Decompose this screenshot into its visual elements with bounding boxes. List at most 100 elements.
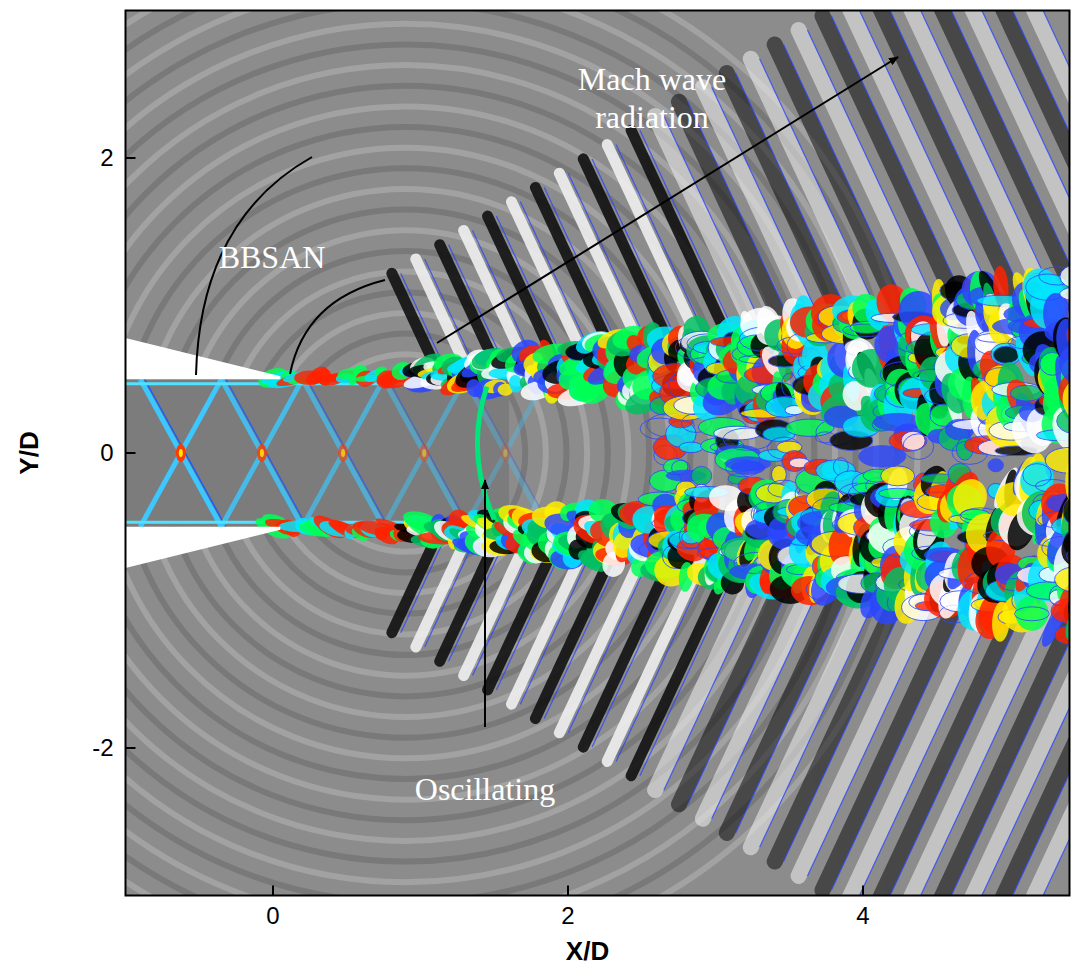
shock-line bbox=[465, 379, 546, 527]
shock-node-core bbox=[341, 449, 345, 457]
shock-contour bbox=[226, 379, 307, 527]
arrow bbox=[437, 57, 898, 343]
mixing-blob bbox=[691, 466, 711, 485]
mach-wave bbox=[703, 87, 819, 335]
annotation-line: radiation bbox=[595, 99, 709, 135]
shock-node-core bbox=[422, 449, 426, 457]
shock-line bbox=[221, 379, 302, 527]
shock-line bbox=[303, 379, 384, 527]
x-tick-label: 0 bbox=[266, 902, 279, 929]
shock-line bbox=[140, 379, 221, 527]
nozzle-wall bbox=[126, 527, 281, 568]
mach-wave bbox=[464, 547, 524, 676]
y-axis-title: Y/D bbox=[14, 431, 44, 474]
acoustic-ring bbox=[126, 44, 815, 861]
mach-wave bbox=[440, 544, 495, 661]
vortex-blob bbox=[1055, 371, 1070, 431]
shock-contour bbox=[469, 379, 550, 527]
vortex-blob bbox=[1053, 338, 1069, 390]
jet-core bbox=[126, 379, 551, 527]
shock-node-core bbox=[260, 449, 264, 457]
wave-contour bbox=[640, 563, 739, 775]
shock-line bbox=[384, 379, 465, 527]
vortex-blob bbox=[1060, 598, 1069, 645]
acoustic-ring bbox=[126, 11, 897, 896]
wave-contour bbox=[616, 561, 710, 761]
vortex-blob bbox=[1055, 523, 1069, 572]
flow-field bbox=[126, 11, 1070, 896]
shock-line bbox=[465, 379, 546, 527]
mach-wave bbox=[440, 245, 495, 362]
mach-wave bbox=[488, 216, 554, 357]
annotation-line: Mach wave bbox=[578, 61, 726, 97]
annotation-label: Mach waveradiation bbox=[578, 61, 726, 135]
wave-contour bbox=[616, 145, 710, 345]
mixing-blob bbox=[1060, 264, 1070, 289]
acoustic-ring bbox=[126, 106, 753, 799]
x-tick bbox=[567, 886, 569, 896]
shock-node-core bbox=[503, 449, 507, 457]
shock-node-core bbox=[179, 449, 183, 457]
shock-line bbox=[221, 379, 302, 527]
mixing-blob bbox=[881, 466, 915, 486]
y-tick-label: 2 bbox=[100, 144, 113, 171]
x-tick bbox=[862, 886, 864, 896]
acoustic-ring bbox=[126, 11, 918, 896]
shock-line bbox=[140, 379, 221, 527]
mixing-blob bbox=[1014, 607, 1049, 621]
wave-contour bbox=[664, 116, 769, 340]
x-tick-label: 4 bbox=[856, 902, 869, 929]
mach-wave bbox=[990, 11, 1070, 308]
x-tick-label: 2 bbox=[561, 902, 574, 929]
annotation-label: Oscillating bbox=[415, 771, 555, 807]
mach-wave bbox=[990, 599, 1070, 896]
acoustic-ring bbox=[126, 11, 877, 896]
plot-frame bbox=[126, 11, 1070, 896]
acoustic-ring bbox=[126, 11, 856, 896]
mixing-blob bbox=[993, 346, 1018, 363]
acoustic-ring bbox=[126, 127, 732, 779]
shock-node bbox=[338, 444, 348, 462]
y-tick bbox=[126, 157, 136, 159]
wave-contour bbox=[664, 566, 769, 790]
shear-layers bbox=[253, 261, 1070, 649]
mach-wave bbox=[488, 549, 554, 690]
shock-contour bbox=[388, 379, 469, 527]
figure: 0 2 4 -2 0 2 X/D Y/D Mach waveradiation BBSAN Osci… bbox=[0, 0, 1082, 973]
acoustic-ring bbox=[126, 24, 835, 882]
mixing-blob bbox=[1060, 286, 1070, 302]
y-tick bbox=[126, 452, 136, 454]
nozzle-wall bbox=[126, 338, 281, 379]
shock-node bbox=[500, 444, 510, 462]
shock-contour bbox=[307, 379, 388, 527]
bbsan-arc bbox=[290, 280, 385, 374]
core-region bbox=[126, 379, 510, 527]
mixing-blob bbox=[731, 461, 765, 474]
y-tick-label: -2 bbox=[92, 734, 113, 761]
vortex-blob bbox=[1062, 573, 1069, 628]
annotation-label: BBSAN bbox=[219, 239, 326, 275]
acoustic-ring bbox=[126, 168, 691, 737]
wave-contour bbox=[999, 599, 1070, 896]
wave-contour bbox=[999, 11, 1070, 308]
y-tick-label: 0 bbox=[100, 439, 113, 466]
shock-node bbox=[419, 444, 429, 462]
wave-contour bbox=[640, 130, 739, 342]
shock-contour bbox=[145, 379, 226, 527]
mixing-blob bbox=[1045, 448, 1069, 474]
y-tick bbox=[126, 747, 136, 749]
x-axis-title: X/D bbox=[566, 936, 609, 966]
shock-node bbox=[257, 444, 267, 462]
arrow bbox=[484, 480, 486, 727]
mixing-blob bbox=[988, 459, 1003, 472]
x-tick bbox=[272, 886, 274, 896]
acoustic-ring bbox=[126, 65, 794, 841]
annotations: Mach waveradiation BBSAN Oscillating bbox=[196, 57, 898, 807]
shock-node bbox=[176, 444, 186, 462]
acoustic-ring bbox=[126, 148, 712, 759]
shock-line bbox=[303, 379, 384, 527]
mixing-blob bbox=[1055, 566, 1070, 592]
acoustic-rings bbox=[126, 11, 918, 896]
shock-line bbox=[384, 379, 465, 527]
mixing-blob bbox=[679, 442, 703, 452]
